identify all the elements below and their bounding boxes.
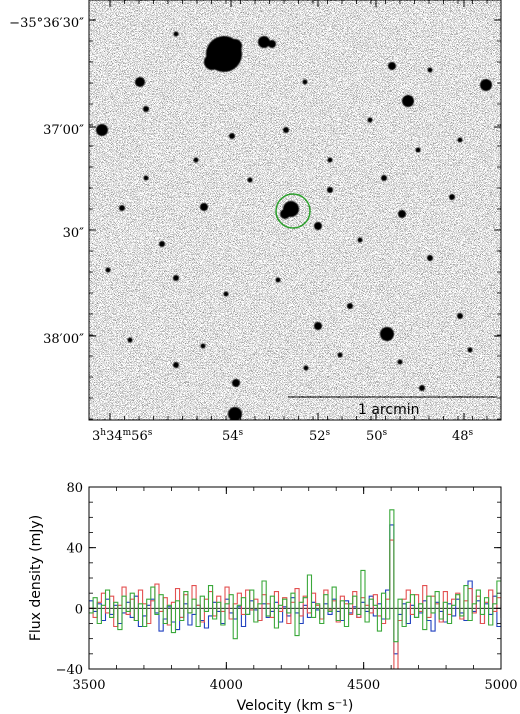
sky-source: [173, 31, 179, 37]
sky-source: [381, 175, 387, 181]
sky-source: [143, 175, 149, 181]
dec-label-4: 38′00″: [43, 332, 84, 347]
sky-source: [419, 385, 425, 391]
sky-source: [204, 54, 220, 70]
sky-source: [415, 147, 421, 153]
sky-source: [457, 313, 463, 319]
y-tick-label: −40: [56, 663, 83, 678]
sky-source: [135, 77, 145, 87]
image-axis-ticks: [89, 0, 501, 420]
x-tick-label: 4000: [210, 678, 243, 693]
sky-source: [388, 62, 396, 70]
x-tick-label: 4500: [347, 678, 380, 693]
sky-source: [480, 79, 492, 91]
sky-source: [143, 106, 149, 112]
sky-source: [96, 124, 108, 136]
sky-source: [268, 40, 276, 48]
sky-source: [119, 205, 125, 211]
sky-source: [427, 255, 433, 261]
ra-label-3: 52s: [309, 428, 331, 444]
sky-source: [275, 277, 281, 283]
sky-source: [467, 347, 473, 353]
ra-label-5: 48s: [452, 428, 474, 444]
sky-source: [200, 343, 206, 349]
dec-label-2: 37′00″: [43, 123, 84, 138]
plot-tick-labels: 3500 4000 4500 5000 −40 0 40 80: [56, 481, 518, 693]
ra-label-2: 54s: [222, 428, 244, 444]
spectrum-series-1: [89, 524, 501, 655]
sky-source: [127, 337, 133, 343]
sky-source: [327, 157, 333, 163]
x-tick-label: 3500: [72, 678, 105, 693]
sky-source: [314, 222, 322, 230]
spectrum-chart: 3500 4000 4500 5000 −40 0 40 80 Velocity (km s⁻…: [28, 481, 518, 714]
sky-source: [258, 36, 270, 48]
sky-source: [283, 127, 289, 133]
dec-label-3: 30″: [63, 226, 85, 241]
sky-source: [367, 117, 373, 123]
spectrum-series-2: [89, 539, 501, 669]
y-axis-label: Flux density (mJy): [28, 515, 44, 641]
spectrum-series-3: [89, 509, 501, 643]
sky-source: [303, 365, 309, 371]
sky-source: [232, 379, 240, 387]
target-circle-marker: [275, 193, 311, 229]
y-tick-label: 80: [66, 481, 83, 496]
sky-source: [280, 209, 290, 219]
sky-source: [200, 203, 208, 211]
sky-source: [223, 291, 229, 297]
sky-source: [380, 327, 394, 341]
plot-ticks: [88, 486, 502, 670]
sky-source: [337, 352, 343, 358]
sky-sources: [96, 31, 492, 420]
ra-label-1: 3h34m56s: [92, 428, 153, 444]
y-tick-label: 0: [75, 602, 83, 617]
sky-source: [193, 157, 199, 163]
plot-area: [89, 487, 501, 669]
sky-source: [427, 67, 433, 73]
sky-source: [105, 267, 111, 273]
sky-source: [398, 210, 406, 218]
sky-source: [357, 237, 363, 243]
dec-label-1: −35°36′30″: [9, 16, 84, 31]
sky-source: [173, 275, 179, 281]
sky-source: [347, 303, 353, 309]
x-axis-label: Velocity (km s⁻¹): [237, 698, 354, 714]
series-layer: [89, 509, 501, 669]
sky-source: [229, 133, 235, 139]
sky-source: [397, 359, 403, 365]
sky-source: [159, 241, 165, 247]
scale-bar-label: 1 arcmin: [358, 402, 419, 418]
sky-source: [314, 322, 322, 330]
sky-source: [302, 79, 308, 85]
x-tick-label: 5000: [484, 678, 517, 693]
sky-source: [173, 362, 179, 368]
sky-source: [402, 95, 414, 107]
sky-source: [247, 177, 253, 183]
sky-source: [457, 137, 463, 143]
sky-image-panel: 1 arcmin −35°36′30″ 37′00″ 30″ 38′00″ 3h…: [9, 0, 502, 444]
ra-label-4: 50s: [366, 428, 388, 444]
sky-source: [228, 407, 242, 420]
image-frame: [88, 0, 502, 421]
sky-source: [327, 187, 333, 193]
sky-source: [228, 39, 242, 53]
y-tick-label: 40: [66, 542, 83, 557]
sky-source: [449, 194, 455, 200]
